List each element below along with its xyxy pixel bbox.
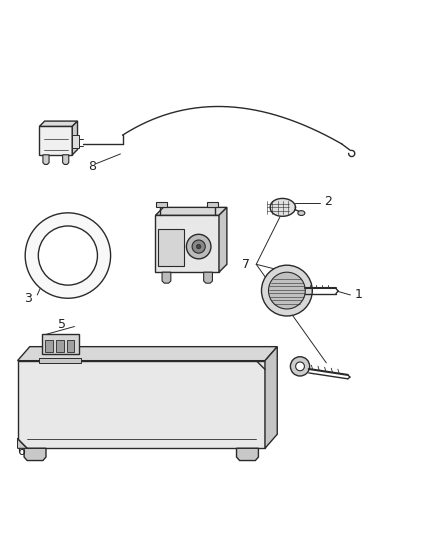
Circle shape xyxy=(187,235,211,259)
Polygon shape xyxy=(39,126,72,155)
Bar xyxy=(156,202,167,207)
Text: 4: 4 xyxy=(188,239,196,253)
Polygon shape xyxy=(162,272,171,283)
Text: 7: 7 xyxy=(242,258,250,271)
Bar xyxy=(45,340,53,352)
Circle shape xyxy=(290,357,310,376)
Polygon shape xyxy=(204,272,212,283)
Polygon shape xyxy=(18,361,265,448)
Bar xyxy=(39,358,81,363)
Polygon shape xyxy=(18,346,277,361)
Polygon shape xyxy=(18,439,27,448)
Polygon shape xyxy=(265,346,277,448)
Circle shape xyxy=(197,245,201,249)
Text: 6: 6 xyxy=(18,445,25,458)
Circle shape xyxy=(261,265,312,316)
Bar xyxy=(56,340,64,352)
Text: 8: 8 xyxy=(88,160,96,173)
Text: 3: 3 xyxy=(25,292,32,304)
Text: 5: 5 xyxy=(58,318,66,331)
Bar xyxy=(207,202,218,207)
Polygon shape xyxy=(63,155,69,165)
Circle shape xyxy=(192,240,205,253)
Ellipse shape xyxy=(25,213,111,298)
Polygon shape xyxy=(72,121,78,155)
Polygon shape xyxy=(219,207,227,272)
Bar xyxy=(72,135,79,148)
Polygon shape xyxy=(43,155,49,165)
Circle shape xyxy=(268,272,305,309)
Bar xyxy=(42,334,79,354)
Polygon shape xyxy=(270,198,296,216)
Text: 2: 2 xyxy=(324,195,332,208)
Polygon shape xyxy=(155,215,219,272)
Circle shape xyxy=(296,362,304,371)
Text: 1: 1 xyxy=(355,288,363,302)
Ellipse shape xyxy=(39,226,97,285)
Bar xyxy=(67,340,74,352)
Bar xyxy=(158,229,184,265)
Polygon shape xyxy=(155,207,227,215)
Polygon shape xyxy=(39,121,78,126)
Polygon shape xyxy=(24,448,46,461)
Polygon shape xyxy=(237,448,258,461)
Ellipse shape xyxy=(298,211,305,215)
